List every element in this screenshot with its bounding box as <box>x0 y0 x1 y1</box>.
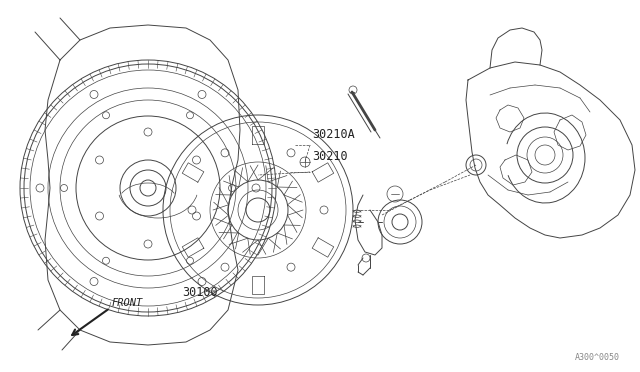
Text: A300^0050: A300^0050 <box>575 353 620 362</box>
Text: FRONT: FRONT <box>112 298 143 308</box>
Text: 30210A: 30210A <box>312 128 355 141</box>
Text: 30100: 30100 <box>182 286 218 299</box>
Text: 30210: 30210 <box>312 150 348 163</box>
